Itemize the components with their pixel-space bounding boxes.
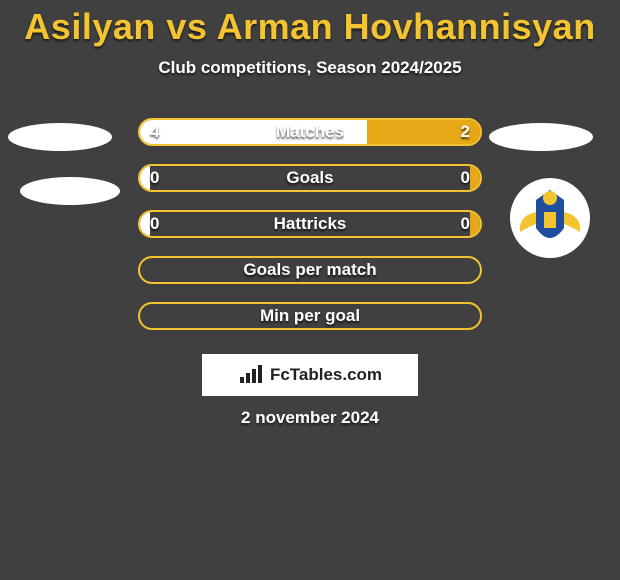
date-line: 2 november 2024 (0, 408, 620, 428)
stats-chart: Matches42Goals00Hattricks00Goals per mat… (0, 118, 620, 348)
bar-right-fill (470, 166, 480, 190)
vs-separator: vs (166, 6, 216, 47)
player-right-name: Arman Hovhannisyan (217, 6, 596, 47)
bar-track (138, 118, 482, 146)
brand-name: FcTables.com (270, 365, 382, 385)
brand-logo: FcTables.com (202, 354, 418, 396)
stat-row: Goals00 (0, 164, 620, 192)
subtitle: Club competitions, Season 2024/2025 (0, 58, 620, 78)
page-title: Asilyan vs Arman Hovhannisyan (0, 0, 620, 48)
bar-track (138, 302, 482, 330)
stat-value-right: 2 (461, 118, 470, 146)
stat-value-left: 0 (150, 164, 159, 192)
stat-value-right: 0 (461, 164, 470, 192)
bar-track (138, 164, 482, 192)
stat-row: Hattricks00 (0, 210, 620, 238)
stat-row: Matches42 (0, 118, 620, 146)
stat-value-right: 0 (461, 210, 470, 238)
bar-left-fill (140, 212, 150, 236)
bar-track (138, 210, 482, 238)
bar-track (138, 256, 482, 284)
comparison-infographic: Asilyan vs Arman Hovhannisyan Club compe… (0, 0, 620, 580)
bar-right-fill (470, 212, 480, 236)
bar-left-fill (140, 166, 150, 190)
stat-row: Min per goal (0, 302, 620, 330)
brand-logo-content: FcTables.com (238, 365, 382, 385)
stat-value-left: 0 (150, 210, 159, 238)
bars-icon (238, 365, 266, 385)
bar-left-fill (140, 120, 367, 144)
stat-value-left: 4 (150, 118, 159, 146)
player-left-name: Asilyan (24, 6, 156, 47)
stat-row: Goals per match (0, 256, 620, 284)
